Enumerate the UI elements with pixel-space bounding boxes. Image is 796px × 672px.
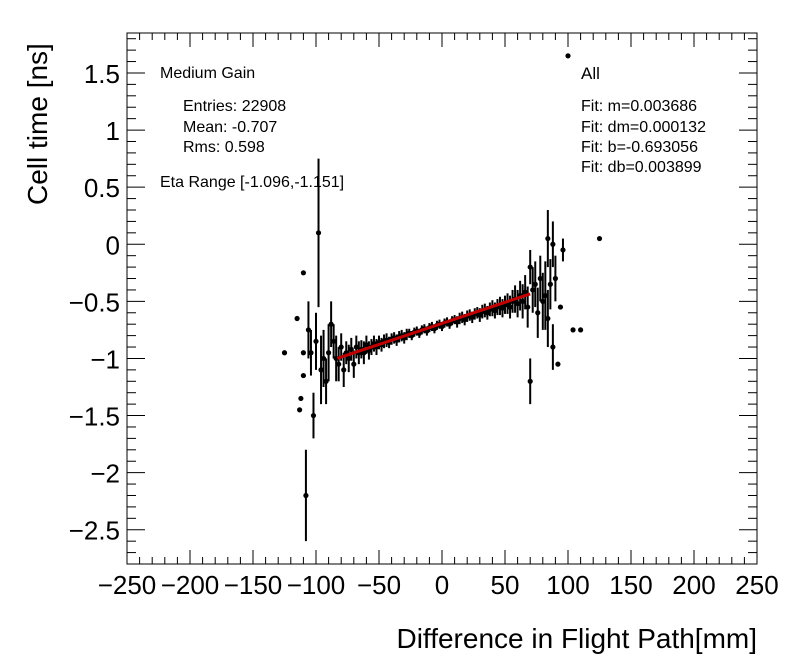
data-point: [326, 350, 332, 356]
data-point: [550, 241, 556, 247]
data-point: [336, 361, 342, 367]
data-point: [300, 350, 306, 356]
data-point: [315, 230, 322, 236]
data-point: [550, 344, 556, 350]
data-point: [313, 338, 319, 344]
fit-dm: Fit: dm=0.000132: [581, 119, 706, 136]
stats-header: Medium Gain: [160, 65, 256, 82]
y-tick-label: 1.5: [84, 59, 120, 89]
data-point: [346, 355, 352, 362]
data-point: [527, 378, 533, 384]
fit-line: [336, 292, 531, 360]
data-point: [522, 289, 528, 295]
data-point: [300, 372, 306, 379]
data-point: [555, 361, 561, 367]
data-point: [318, 367, 324, 373]
data-point: [540, 298, 546, 304]
data-point: [525, 304, 531, 310]
y-tick-label: −2.5: [69, 516, 120, 546]
data-point: [305, 327, 312, 333]
data-point: [331, 338, 337, 344]
data-point: [560, 247, 566, 253]
y-tick-label: 0.5: [84, 173, 120, 203]
data-point: [530, 287, 536, 293]
y-tick-label: −0.5: [69, 287, 120, 317]
x-tick-label: −250: [98, 570, 157, 600]
data-point: [552, 275, 559, 282]
y-tick-label: −1.5: [69, 402, 120, 432]
data-point: [341, 367, 347, 373]
y-axis-title: Cell time [ns]: [22, 43, 53, 205]
x-tick-label: 150: [609, 570, 652, 600]
fit-db: Fit: db=0.003899: [581, 159, 702, 176]
data-point: [298, 395, 304, 402]
x-tick-label: −200: [161, 570, 220, 600]
stats-mean: Mean: -0.707: [183, 119, 278, 136]
y-tick-label: −2: [90, 459, 120, 489]
data-point: [303, 492, 309, 499]
data-point: [353, 344, 359, 350]
data-point: [532, 281, 538, 287]
data-point: [300, 270, 306, 276]
x-tick-label: −50: [357, 570, 401, 600]
x-tick-label: 250: [735, 570, 778, 600]
y-tick-label: 1: [106, 116, 120, 146]
fit-b: Fit: b=-0.693056: [581, 139, 698, 156]
data-point: [363, 342, 369, 348]
data-point: [338, 344, 344, 350]
data-point: [294, 315, 300, 322]
x-axis-title: Difference in Flight Path[mm]: [396, 623, 757, 654]
y-tick-label: 0: [106, 230, 120, 260]
fit-series-label: All: [581, 64, 600, 83]
data-point: [537, 275, 543, 282]
data-point: [578, 327, 584, 333]
eta-range-label: Eta Range [-1.096,-1.151]: [160, 174, 345, 191]
data-point: [545, 315, 551, 322]
data-point: [328, 321, 334, 327]
data-point: [323, 378, 329, 384]
x-tick-label: 100: [546, 570, 589, 600]
data-point: [565, 53, 571, 59]
x-tick-label: 0: [435, 570, 449, 600]
x-tick-label: 200: [672, 570, 715, 600]
data-point: [542, 293, 548, 299]
data-point: [507, 304, 513, 310]
data-point: [570, 327, 576, 333]
data-point: [527, 264, 533, 270]
x-tick-label: −150: [224, 570, 283, 600]
data-point: [596, 235, 603, 242]
data-point: [320, 355, 327, 362]
stats-entries: Entries: 22908: [183, 98, 287, 115]
data-point: [297, 407, 303, 413]
data-point: [351, 361, 357, 367]
y-tick-label: −1: [90, 344, 120, 374]
x-tick-label: 50: [491, 570, 520, 600]
stats-rms: Rms: 0.598: [183, 139, 265, 156]
x-tick-label: −100: [287, 570, 346, 600]
data-point: [348, 346, 354, 352]
data-point: [557, 304, 564, 310]
data-point: [520, 298, 526, 304]
data-point: [308, 350, 314, 356]
data-point: [545, 235, 551, 242]
data-point: [310, 412, 317, 419]
fit-m: Fit: m=0.003686: [581, 98, 698, 115]
data-point: [281, 350, 288, 356]
data-point: [535, 310, 541, 316]
data-point: [515, 301, 521, 307]
data-point: [547, 281, 553, 287]
